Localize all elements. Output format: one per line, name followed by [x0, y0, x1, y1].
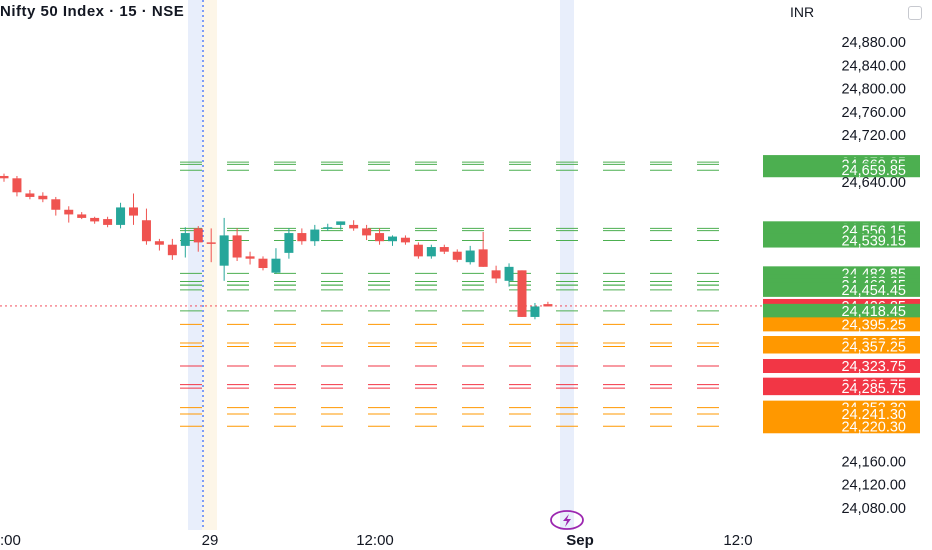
x-tick-label: 29	[202, 532, 219, 549]
level-label: 24,220.30	[841, 419, 906, 435]
lightning-icon-bolt	[563, 514, 571, 527]
y-tick-label: 24,160.00	[841, 454, 906, 470]
candle-body	[154, 241, 164, 245]
candle-body	[193, 228, 203, 243]
candle-body	[530, 306, 540, 317]
candle-body	[465, 250, 475, 263]
candle-body	[180, 233, 190, 246]
x-tick-label: 12:00	[356, 532, 394, 549]
level-label: 24,357.25	[841, 340, 906, 356]
candle-body	[310, 229, 320, 242]
level-label: 24,454.45	[841, 283, 906, 299]
candle-body	[167, 244, 177, 256]
y-tick-label: 24,120.00	[841, 478, 906, 494]
candle-body	[284, 233, 294, 253]
candle-body	[297, 233, 307, 242]
chart-title: Nifty 50 Index · 15 · NSE	[0, 3, 185, 20]
price-axis	[772, 0, 932, 530]
level-label: 24,285.75	[841, 381, 906, 397]
y-tick-label: 24,640.00	[841, 175, 906, 191]
candle-body	[426, 247, 436, 257]
candle-body	[0, 175, 9, 179]
level-label: 24,323.75	[841, 359, 906, 375]
level-label: 24,395.25	[841, 317, 906, 333]
gear-icon[interactable]	[908, 6, 922, 20]
x-tick-label: 12:0	[723, 532, 752, 549]
level-label-box	[763, 419, 920, 434]
candle-body	[362, 228, 372, 236]
candle-body	[12, 178, 22, 193]
candle-body	[129, 207, 138, 216]
level-label-box	[763, 282, 920, 297]
y-tick-label: 24,720.00	[841, 128, 906, 144]
level-label-box	[763, 381, 920, 396]
level-label: 24,418.45	[841, 304, 906, 320]
candle-body	[64, 209, 74, 215]
candle-body	[388, 236, 397, 242]
level-label-box	[763, 303, 920, 318]
candle-body	[103, 219, 113, 225]
lightning-icon	[550, 510, 584, 530]
candle-body	[336, 221, 346, 225]
x-tick-label: Sep	[566, 532, 594, 549]
y-tick-label: 24,760.00	[841, 105, 906, 121]
y-tick-label: 24,840.00	[841, 58, 906, 74]
candle-body	[77, 214, 87, 218]
candle-body	[504, 266, 514, 281]
y-tick-label: 24,800.00	[841, 82, 906, 98]
candle-body	[375, 233, 385, 242]
candle-body	[271, 258, 281, 273]
candle-body	[51, 199, 61, 210]
candle-body	[232, 235, 242, 258]
candle-body	[413, 244, 423, 257]
session-highlight	[188, 0, 202, 530]
candle-body	[90, 217, 100, 222]
level-label-box	[763, 339, 920, 354]
x-tick-label: :00	[0, 532, 21, 549]
candle-body	[219, 235, 229, 266]
candle-body	[38, 195, 48, 200]
candle-body	[349, 224, 359, 229]
candle-body	[258, 258, 268, 269]
candle-body	[439, 247, 449, 252]
level-label: 24,539.15	[841, 234, 906, 250]
candle-body	[452, 251, 462, 260]
currency-label[interactable]: INR	[790, 4, 815, 20]
y-tick-label: 24,880.00	[841, 35, 906, 51]
candle-body	[116, 207, 126, 225]
level-label-box	[763, 359, 920, 374]
level-label-box	[763, 407, 920, 422]
lightning-icon-ring	[550, 510, 584, 530]
candle-body	[206, 242, 216, 244]
candle-body	[245, 256, 255, 259]
level-label: 24,241.30	[841, 407, 906, 423]
candle-body	[25, 193, 35, 197]
candle-body	[491, 270, 501, 279]
candle-body	[517, 270, 527, 317]
session-highlight	[202, 0, 217, 530]
level-label: 24,659.85	[841, 163, 906, 179]
level-label-box	[763, 233, 920, 248]
session-highlight	[560, 0, 574, 530]
level-label-box	[763, 317, 920, 332]
candle-body	[400, 237, 410, 243]
candle-body	[543, 304, 553, 307]
level-label-box	[763, 163, 920, 178]
y-tick-label: 24,080.00	[841, 501, 906, 517]
candle-body	[141, 220, 151, 242]
candle-body	[478, 249, 488, 267]
candle-body	[323, 227, 333, 229]
